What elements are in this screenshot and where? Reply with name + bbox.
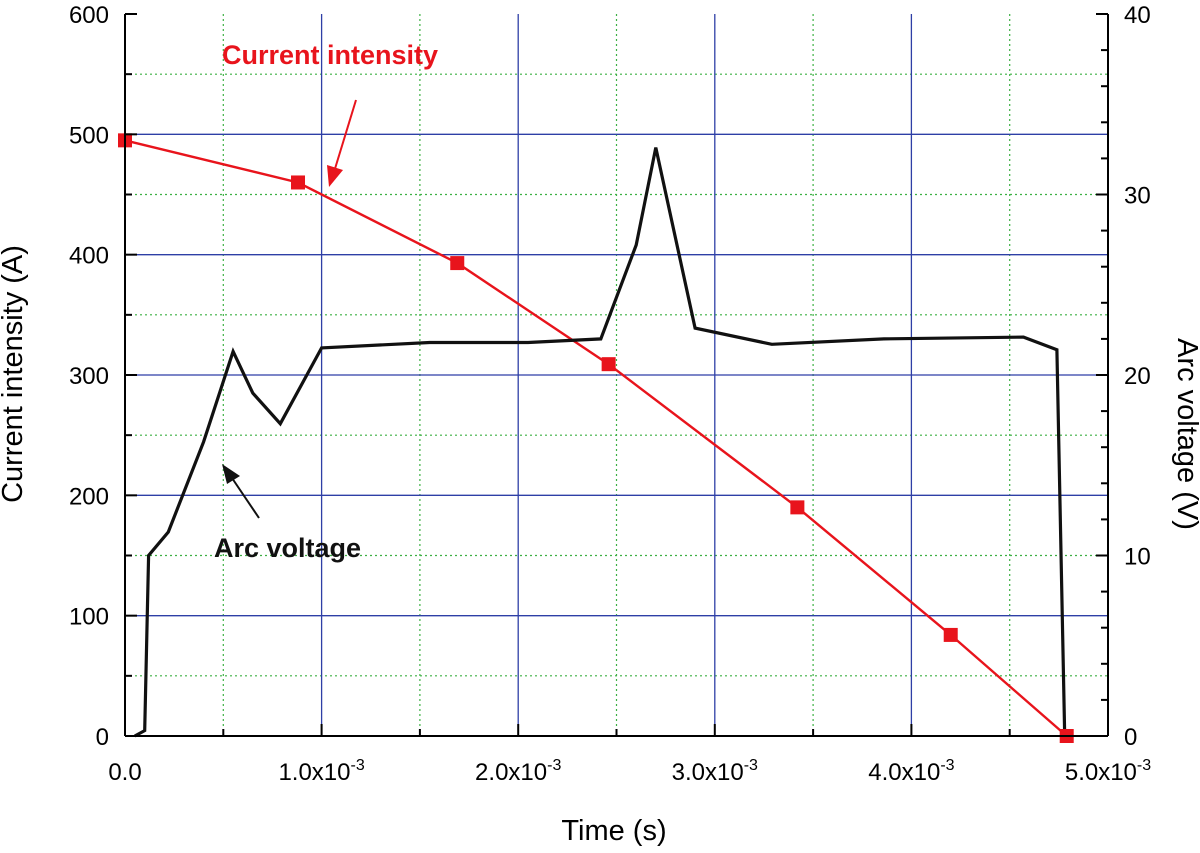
- x-axis-title: Time (s): [561, 815, 666, 847]
- current-intensity-marker: [943, 627, 958, 642]
- x-tick-label: 4.0x10-3: [868, 757, 954, 786]
- current-intensity-marker: [291, 175, 306, 190]
- x-tick-label: 1.0x10-3: [278, 757, 364, 786]
- y2-tick-label: 30: [1124, 183, 1151, 210]
- y-tick-label: 200: [69, 483, 109, 510]
- current-intensity-marker: [450, 256, 465, 271]
- y2-tick-label: 0: [1124, 724, 1137, 751]
- x-tick-label: 2.0x10-3: [475, 757, 561, 786]
- y2-tick-label: 40: [1124, 2, 1151, 29]
- series-layer: [118, 133, 1074, 743]
- current-intensity-marker: [790, 500, 805, 515]
- labels-layer: 0.0 1.0x10-3 2.0x10-3 3.0x10-3 4.0x10-3 5.0x1…: [69, 2, 1151, 786]
- current-intensity-line: [124, 139, 1068, 737]
- axes-layer: [124, 13, 1109, 737]
- annotation-arc-voltage: Arc voltage: [214, 533, 361, 563]
- y-tick-label: 400: [69, 243, 109, 270]
- x-tick-label: 5.0x10-3: [1065, 757, 1151, 786]
- y-tick-label: 600: [69, 2, 109, 29]
- x-tick-label: 3.0x10-3: [672, 757, 758, 786]
- major-grid: [125, 14, 1108, 736]
- arrow-current-intensity: [327, 99, 357, 187]
- y2-tick-label: 10: [1124, 544, 1151, 571]
- x-tick-label: 0.0: [108, 759, 141, 786]
- arrow-arc-voltage: [222, 464, 260, 519]
- y2-axis-title: Arc voltage (V): [1171, 338, 1200, 530]
- arc-voltage-line: [134, 147, 1067, 738]
- y-tick-label: 500: [69, 122, 109, 149]
- y-axis-title: Current intensity (A): [0, 245, 29, 503]
- current-intensity-marker: [601, 357, 616, 372]
- y-tick-label: 0: [96, 724, 109, 751]
- y-tick-label: 300: [69, 363, 109, 390]
- annotation-current-intensity: Current intensity: [222, 40, 438, 70]
- y2-tick-label: 20: [1124, 363, 1151, 390]
- y-tick-label: 100: [69, 604, 109, 631]
